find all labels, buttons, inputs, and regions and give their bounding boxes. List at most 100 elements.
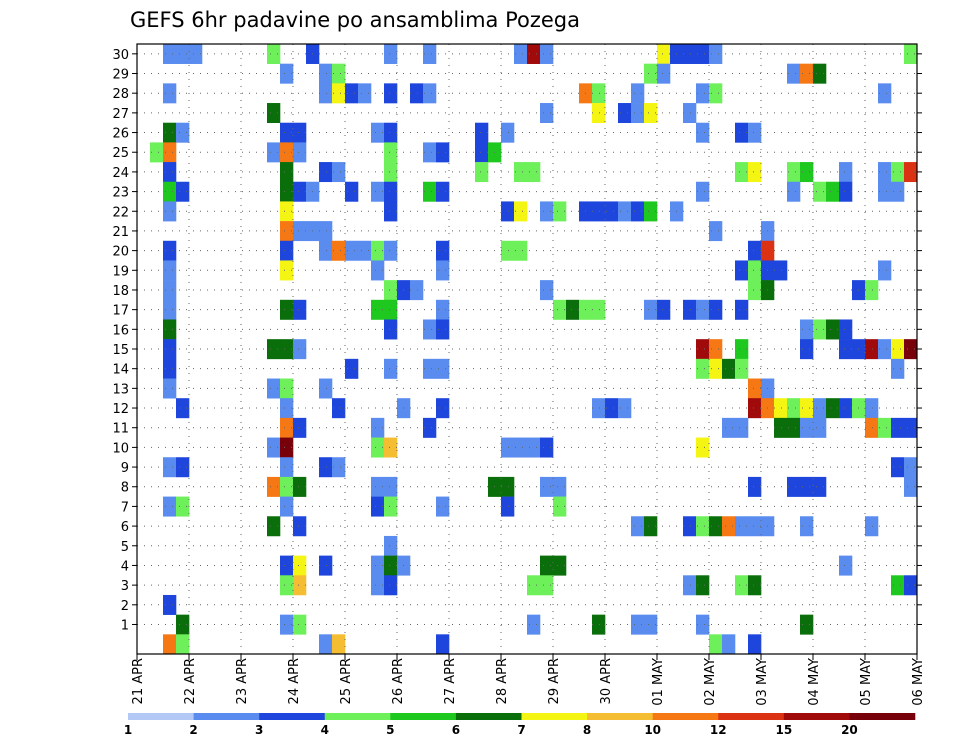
x-tick-label: 26 APR <box>391 658 406 704</box>
heatmap-cell <box>735 516 749 537</box>
heatmap-cell <box>358 83 372 104</box>
x-tick-label: 28 APR <box>495 658 510 704</box>
heatmap-cell <box>423 358 437 379</box>
heatmap-cell <box>813 476 827 497</box>
heatmap-cell <box>293 181 307 202</box>
heatmap-cell <box>163 201 177 222</box>
heatmap-cell <box>436 299 450 320</box>
legend-label: 6 <box>452 723 460 737</box>
heatmap-cell <box>722 358 736 379</box>
heatmap-cell <box>878 162 892 183</box>
heatmap-cell <box>501 240 515 261</box>
heatmap-cell <box>683 516 697 537</box>
heatmap-cell <box>644 103 658 124</box>
heatmap-cell <box>163 181 177 202</box>
heatmap-cell <box>163 299 177 320</box>
heatmap-cell <box>514 201 528 222</box>
heatmap-cell <box>280 260 294 281</box>
heatmap-cell <box>735 358 749 379</box>
y-tick-label: 30 <box>112 48 129 63</box>
heatmap-cell <box>384 240 398 261</box>
heatmap-cell <box>813 181 827 202</box>
heatmap-cell <box>904 417 918 438</box>
legend-swatch <box>587 713 653 720</box>
heatmap-cell <box>371 496 385 517</box>
y-tick-label: 1 <box>121 618 129 633</box>
heatmap-cell <box>293 516 307 537</box>
heatmap-cell <box>813 63 827 84</box>
legend-swatch <box>783 713 850 720</box>
heatmap-cell <box>865 398 879 419</box>
heatmap-cell <box>527 614 541 635</box>
heatmap-cell <box>176 122 190 143</box>
heatmap-cell <box>319 634 333 655</box>
heatmap-cell <box>735 122 749 143</box>
heatmap-cell <box>176 634 190 655</box>
heatmap-cell <box>163 496 177 517</box>
heatmap-cell <box>436 260 450 281</box>
heatmap-cell <box>163 162 177 183</box>
heatmap-cell <box>800 63 814 84</box>
heatmap-cell <box>696 339 710 360</box>
heatmap-cell <box>657 299 671 320</box>
heatmap-cell <box>371 260 385 281</box>
x-tick-label: 06 MAY <box>911 658 926 706</box>
heatmap-cell <box>592 614 606 635</box>
heatmap-cell <box>787 63 801 84</box>
heatmap-cell <box>592 103 606 124</box>
heatmap-cell <box>371 417 385 438</box>
heatmap-cell <box>332 162 346 183</box>
heatmap-cell <box>280 339 294 360</box>
heatmap-cell <box>163 594 177 615</box>
legend-swatch <box>455 713 522 720</box>
legend-label: 7 <box>517 723 525 737</box>
heatmap-cell <box>280 417 294 438</box>
y-tick-label: 29 <box>112 68 129 83</box>
heatmap-cell <box>696 44 710 64</box>
heatmap-cell <box>696 122 710 143</box>
heatmap-cell <box>904 44 918 64</box>
heatmap-cell <box>319 378 333 399</box>
heatmap-cell <box>280 437 294 458</box>
color-legend: 1 2 3 4 5 6 7 8 10 12 15 20 <box>124 713 916 737</box>
heatmap-cell <box>163 319 177 340</box>
heatmap-cell <box>384 299 398 320</box>
y-tick-label: 2 <box>121 599 129 614</box>
heatmap-cell <box>735 299 749 320</box>
heatmap-cell <box>826 398 840 419</box>
heatmap-cell <box>618 398 632 419</box>
heatmap-cell <box>436 319 450 340</box>
heatmap-cell <box>527 437 541 458</box>
heatmap-cell <box>540 575 554 596</box>
legend-label: 12 <box>710 723 727 737</box>
heatmap-cell <box>163 142 177 163</box>
heatmap-cell <box>150 142 164 163</box>
heatmap-cell <box>553 201 567 222</box>
heatmap-cell <box>657 44 671 64</box>
heatmap-cell <box>267 103 281 124</box>
x-tick-label: 29 APR <box>547 658 562 704</box>
heatmap-cell <box>293 555 307 576</box>
heatmap-cell <box>280 63 294 84</box>
heatmap-cell <box>891 339 905 360</box>
heatmap-cell <box>696 83 710 104</box>
y-tick-label: 20 <box>112 245 129 260</box>
heatmap-cell <box>345 240 359 261</box>
heatmap-cell <box>631 83 645 104</box>
heatmap-cell <box>436 240 450 261</box>
heatmap-cell <box>839 319 853 340</box>
heatmap-cell <box>514 240 528 261</box>
heatmap-cell <box>787 417 801 438</box>
heatmap-cell <box>709 44 723 64</box>
heatmap-cell <box>540 476 554 497</box>
heatmap-cell <box>800 516 814 537</box>
heatmap-cell <box>540 44 554 64</box>
heatmap-cell <box>384 319 398 340</box>
heatmap-cell <box>345 358 359 379</box>
heatmap-cell <box>280 240 294 261</box>
heatmap-cell <box>371 240 385 261</box>
heatmap-cell <box>774 417 788 438</box>
x-tick-label: 22 APR <box>183 658 198 704</box>
heatmap-cell <box>722 516 736 537</box>
heatmap-cell <box>280 614 294 635</box>
